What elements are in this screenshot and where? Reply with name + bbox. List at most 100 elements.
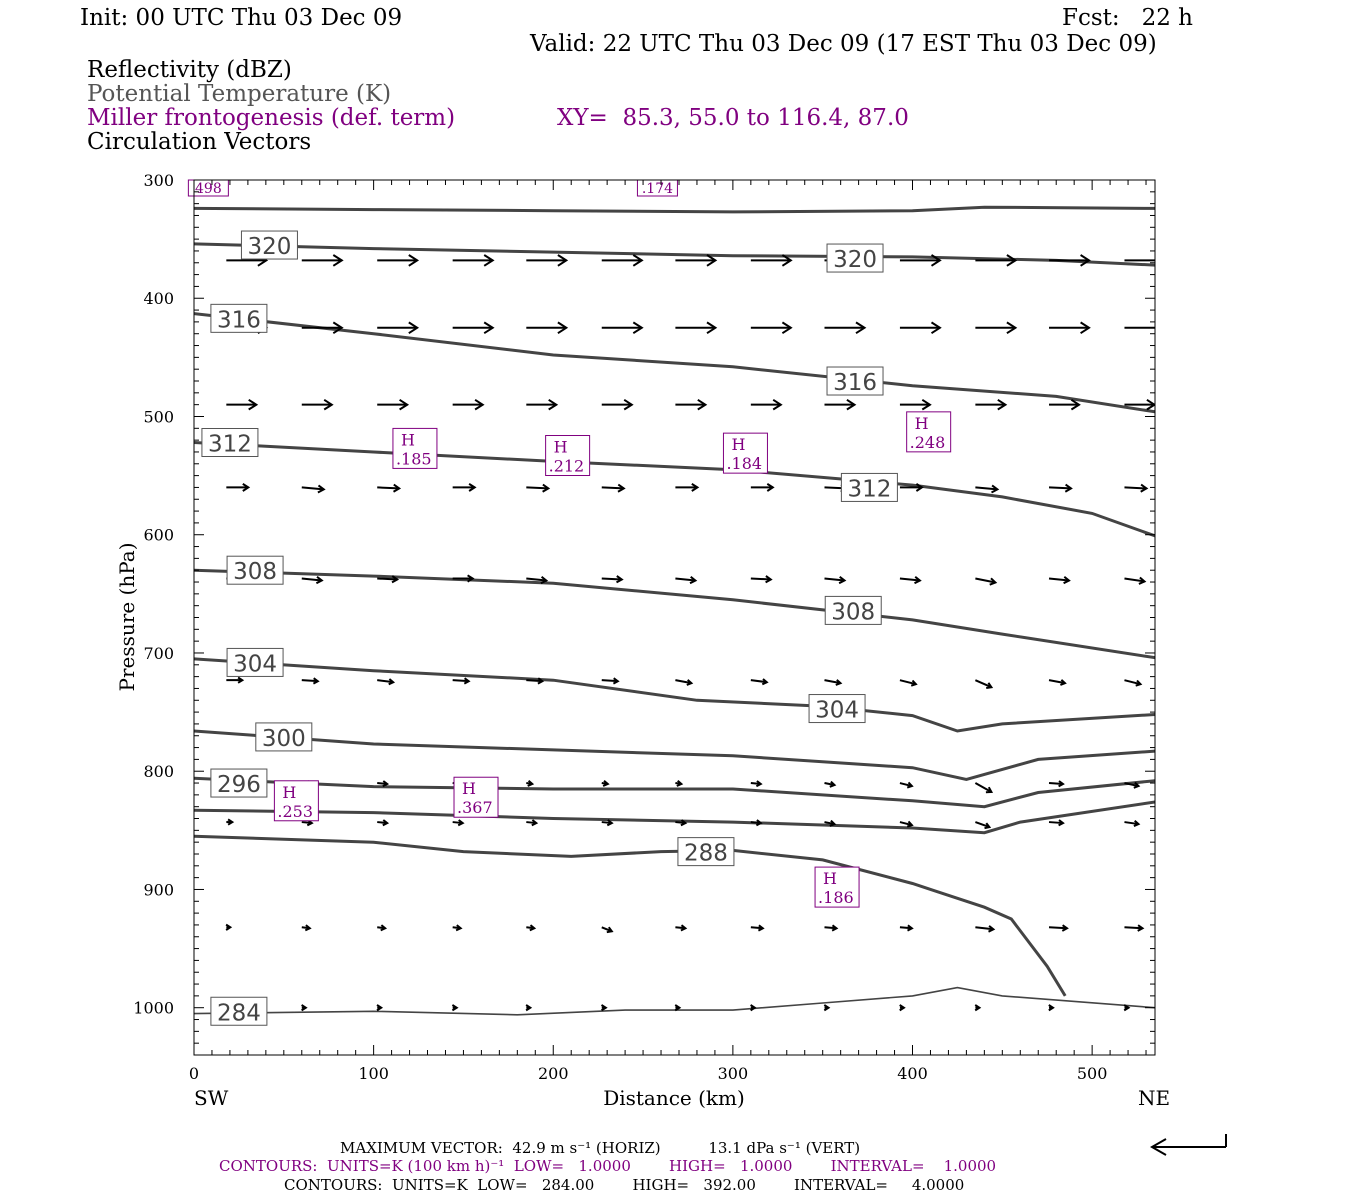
vector-head <box>1156 322 1165 333</box>
plot-frame <box>193 179 1156 1056</box>
x-tick-label: 200 <box>538 1064 569 1083</box>
vector-head <box>382 819 390 827</box>
vector-head <box>1061 924 1069 932</box>
vector-head <box>540 576 549 585</box>
vector-shaft <box>377 577 398 581</box>
miller-max-value: .184 <box>726 454 762 473</box>
vector-head <box>1058 780 1065 788</box>
field-circulation: Circulation Vectors <box>87 129 312 155</box>
vector-head <box>906 781 914 789</box>
miller-max-value: .253 <box>277 802 313 821</box>
field-reflectivity: Reflectivity (dBZ) <box>87 57 292 83</box>
vector-shaft <box>377 679 394 684</box>
vector-shaft <box>975 926 994 931</box>
valid-time: Valid: 22 UTC Thu 03 Dec 09 (17 EST Thu … <box>530 31 1157 57</box>
vector-head <box>761 678 769 686</box>
vector-head <box>248 398 259 411</box>
vector-head <box>1080 254 1091 267</box>
vector-head <box>1006 321 1018 335</box>
vector-shaft <box>1048 926 1068 930</box>
vector-head <box>483 321 495 335</box>
theta-label-box <box>240 230 298 260</box>
vector-shaft <box>1124 926 1143 930</box>
vector-head <box>986 682 994 689</box>
vector-shaft <box>750 577 771 581</box>
x-tick-label: 300 <box>718 1064 749 1083</box>
x-tick-label: 500 <box>1077 1064 1108 1083</box>
vector-shaft <box>1124 679 1141 686</box>
vector-shaft <box>1048 486 1072 490</box>
vector-shaft <box>750 926 763 930</box>
y-tick-label: 300 <box>143 171 174 190</box>
theta-label: 316 <box>217 307 261 333</box>
vector-shaft <box>675 679 692 685</box>
theta-label: 320 <box>247 234 291 260</box>
theta-label-box <box>808 694 866 724</box>
vector-head <box>531 819 539 827</box>
vector-shaft <box>974 679 992 689</box>
vector-head <box>557 254 569 267</box>
vector-head <box>600 1004 608 1012</box>
vector-head <box>910 679 918 687</box>
vector-shaft <box>824 679 841 685</box>
vector-shaft <box>601 486 624 490</box>
vector-head <box>548 398 559 411</box>
miller-max-symbol: H <box>462 779 476 798</box>
vector-head <box>602 779 610 787</box>
vector-head <box>988 925 996 933</box>
vector-shaft <box>974 782 992 793</box>
vector-shaft <box>899 577 921 582</box>
vector-head <box>835 679 843 686</box>
theta-label: 304 <box>815 698 859 724</box>
miller-max-symbol: H <box>823 869 837 888</box>
theta-label-box <box>226 647 284 677</box>
vector-head <box>846 398 857 411</box>
vector-head <box>606 819 614 827</box>
theta-label: 316 <box>833 370 877 396</box>
vector-head <box>772 398 783 411</box>
vector-head <box>914 576 922 585</box>
vector-shaft <box>899 926 913 930</box>
vector-head <box>1138 576 1147 585</box>
theta-label: 288 <box>684 841 728 867</box>
vector-head <box>529 924 537 932</box>
vector-head <box>985 786 994 794</box>
vector-head <box>930 321 942 335</box>
vector-shaft <box>526 486 549 490</box>
vector-head <box>467 574 475 583</box>
forecast-hour: Fcst: 22 h <box>1062 5 1193 31</box>
vector-head <box>455 924 463 932</box>
theta-label: 284 <box>217 1000 261 1026</box>
vector-shaft <box>899 821 913 827</box>
vector-head <box>483 254 495 267</box>
theta-label-box <box>210 768 268 798</box>
vector-head <box>225 923 233 931</box>
vector-head <box>525 1004 533 1012</box>
vector-shaft <box>975 821 990 829</box>
theta-label-box <box>210 303 268 333</box>
vector-head <box>930 254 942 267</box>
vector-head <box>915 483 924 492</box>
vector-head <box>457 819 465 827</box>
vector-head <box>332 254 344 267</box>
vector-head <box>1048 1004 1055 1012</box>
theta-label-box <box>840 472 898 502</box>
vector-head <box>755 819 763 827</box>
y-tick-label: 500 <box>143 407 174 426</box>
x-end-label-sw: SW <box>194 1086 229 1110</box>
vector-head <box>1064 483 1073 493</box>
miller-max-symbol: H <box>554 438 568 457</box>
miller-max-symbol: H <box>282 783 296 802</box>
reference-vector-icon <box>1149 1134 1227 1156</box>
miller-max-value: .185 <box>396 449 432 468</box>
miller-edge-value: 498 <box>195 181 222 197</box>
cross-section-xy: XY= 85.3, 55.0 to 116.4, 87.0 <box>557 105 909 131</box>
vector-shaft <box>1124 782 1139 788</box>
axes: 300 400 500 600 700 800 900 1000 0 100 200 300 400 50… <box>133 171 1155 1083</box>
vector-shaft <box>975 486 998 491</box>
theta-label-box <box>826 243 884 273</box>
vector-head <box>680 819 688 827</box>
vector-head <box>1060 679 1067 686</box>
field-theta: Potential Temperature (K) <box>87 81 392 107</box>
